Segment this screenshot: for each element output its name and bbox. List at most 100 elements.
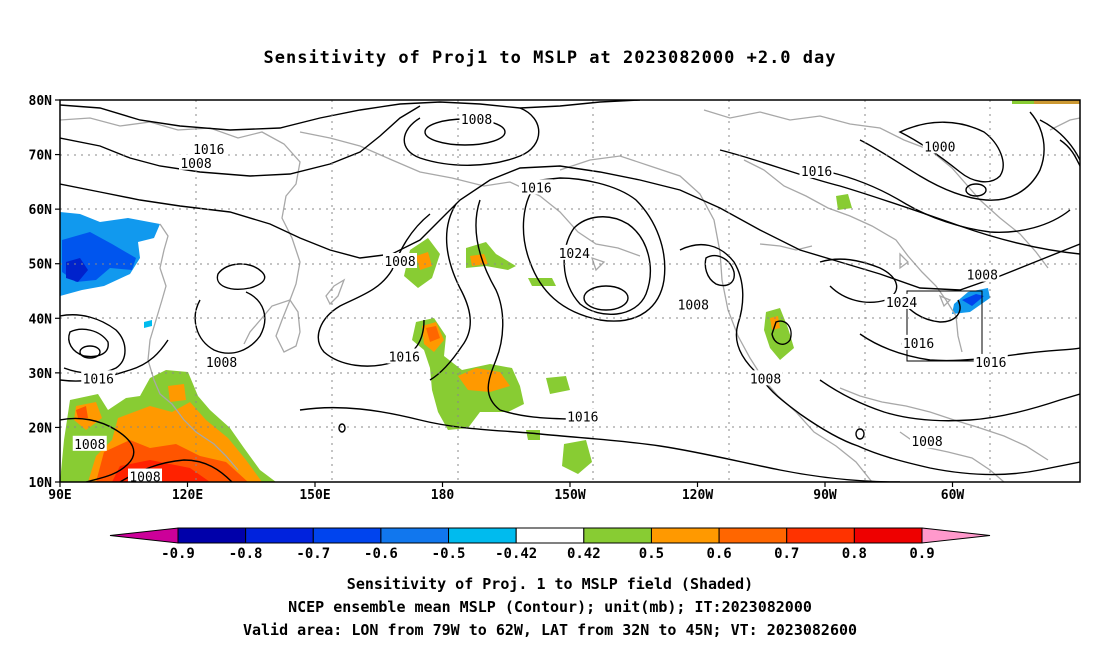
contour-label-bg bbox=[557, 244, 592, 260]
shade-c-orange-1 bbox=[416, 252, 432, 270]
colorbar-label: 0.7 bbox=[774, 546, 799, 562]
contour-label: 1008 bbox=[129, 471, 160, 486]
colorbar-label: -0.6 bbox=[364, 546, 398, 562]
lon-label: 150W bbox=[554, 488, 585, 503]
contour-label-bg bbox=[901, 334, 936, 350]
mslp-contours bbox=[60, 100, 1080, 482]
lon-label: 120W bbox=[682, 488, 713, 503]
lon-label: 150E bbox=[299, 488, 330, 503]
colorbar-label: 0.6 bbox=[706, 546, 731, 562]
shade-ne-strip-orange bbox=[1034, 100, 1080, 104]
colorbar-high-triangle bbox=[921, 527, 991, 544]
colorbar-swatch bbox=[245, 527, 314, 544]
lon-label: 180 bbox=[431, 488, 455, 503]
contour-label: 1016 bbox=[389, 350, 420, 365]
shade-c-green-4b bbox=[562, 440, 592, 474]
lat-label: 60N bbox=[29, 203, 53, 218]
colorbar-label: -0.7 bbox=[296, 546, 330, 562]
colorbar-label: -0.5 bbox=[432, 546, 466, 562]
contour-label-bg bbox=[128, 468, 162, 482]
contour-label: 1000 bbox=[924, 140, 955, 155]
contour-label: 1016 bbox=[903, 337, 934, 352]
contour-label: 1008 bbox=[750, 372, 781, 387]
colorbar-swatch bbox=[718, 527, 788, 544]
caption-contour: NCEP ensemble mean MSLP (Contour); unit(… bbox=[288, 598, 812, 616]
shade-e-green bbox=[764, 194, 852, 360]
lat-label: 70N bbox=[29, 149, 53, 164]
contour-label: 1024 bbox=[559, 247, 590, 262]
contour-label-bg bbox=[191, 141, 226, 157]
latitude-axis: 80N 70N 60N 50N 40N 30N 20N 10N bbox=[29, 94, 60, 491]
caption-shading: Sensitivity of Proj. 1 to MSLP field (Sh… bbox=[346, 575, 754, 593]
lat-label: 50N bbox=[29, 258, 53, 273]
contour-label-bg bbox=[204, 353, 239, 369]
lon-label: 60W bbox=[941, 488, 965, 503]
colorbar-label: 0.5 bbox=[639, 546, 664, 562]
contour-label: 1008 bbox=[74, 438, 105, 453]
colorbar-swatch bbox=[380, 527, 450, 544]
contour-label: 1008 bbox=[678, 299, 709, 314]
contour-label: 1008 bbox=[967, 269, 998, 284]
contour-label-bg bbox=[910, 433, 944, 449]
colorbar-swatch bbox=[583, 527, 652, 544]
valid-area-box bbox=[906, 290, 983, 362]
shade-valid-blue-core bbox=[962, 294, 984, 306]
contour-label: 1008 bbox=[911, 435, 942, 450]
colorbar-label: 0.8 bbox=[842, 546, 867, 562]
contour-label-bg bbox=[973, 353, 1008, 369]
lat-label: 30N bbox=[29, 367, 53, 382]
colorbar-label: -0.9 bbox=[161, 546, 195, 562]
contour-label-bg bbox=[81, 370, 116, 386]
contour-label-bg bbox=[676, 296, 711, 312]
contour-label: 1016 bbox=[975, 356, 1006, 371]
colorbar-label: -0.42 bbox=[495, 546, 537, 562]
caption-valid-area: Valid area: LON from 79W to 62W, LAT fro… bbox=[242, 621, 858, 639]
lon-label: 120E bbox=[172, 488, 203, 503]
contour-label-bg bbox=[387, 348, 422, 364]
lat-label: 40N bbox=[29, 312, 53, 327]
contour-label: 1008 bbox=[206, 356, 237, 371]
contour-label-bg bbox=[748, 370, 783, 386]
shade-c-red-3 bbox=[426, 326, 440, 342]
contour-label-bg bbox=[179, 154, 213, 170]
contour-label: 1008 bbox=[180, 157, 211, 172]
contour-label-bg bbox=[519, 179, 553, 195]
colorbar-swatch bbox=[177, 527, 247, 544]
lat-label: 80N bbox=[29, 94, 53, 109]
colorbar-swatch bbox=[786, 527, 855, 544]
contour-label-bg bbox=[565, 408, 600, 424]
lat-label: 20N bbox=[29, 421, 53, 436]
colorbar-swatch bbox=[312, 527, 382, 544]
shade-small-cyan bbox=[144, 320, 152, 328]
contour-label-bg bbox=[922, 138, 957, 154]
lon-label: 90W bbox=[813, 488, 837, 503]
contour-label-bg bbox=[459, 111, 494, 127]
contour-label: 1024 bbox=[886, 296, 917, 311]
contour-label: 1016 bbox=[520, 181, 551, 196]
contour-label-bg bbox=[383, 252, 417, 268]
colorbar-label: -0.8 bbox=[229, 546, 263, 562]
contour-label-bg bbox=[72, 435, 107, 451]
contour-label: 1016 bbox=[567, 411, 598, 426]
colorbar-swatch bbox=[515, 527, 585, 544]
map-title: Sensitivity of Proj1 to MSLP at 20230820… bbox=[263, 48, 837, 68]
colorbar-swatch bbox=[853, 527, 923, 544]
contour-label: 1016 bbox=[193, 143, 224, 158]
colorbar-swatch bbox=[650, 527, 720, 544]
contour-label-bg bbox=[965, 266, 1000, 282]
lat-label: 10N bbox=[29, 476, 53, 491]
lon-label: 90E bbox=[48, 488, 71, 503]
colorbar-low-triangle bbox=[109, 527, 179, 544]
colorbar-label: 0.42 bbox=[567, 546, 601, 562]
contour-label-bg bbox=[799, 162, 834, 178]
contour-label-bg bbox=[884, 293, 919, 309]
contour-label: 1008 bbox=[384, 255, 415, 270]
contour-label: 1016 bbox=[83, 372, 114, 387]
shade-c-orange-3 bbox=[422, 322, 510, 392]
longitude-axis: 90E 120E 150E 180 150W 120W 90W 60W bbox=[48, 482, 964, 503]
colorbar: -0.9 -0.8 -0.7 -0.6 -0.5 -0.42 0.42 0.5 0.6 0.7 0.… bbox=[109, 527, 991, 562]
colorbar-swatch bbox=[448, 527, 517, 544]
